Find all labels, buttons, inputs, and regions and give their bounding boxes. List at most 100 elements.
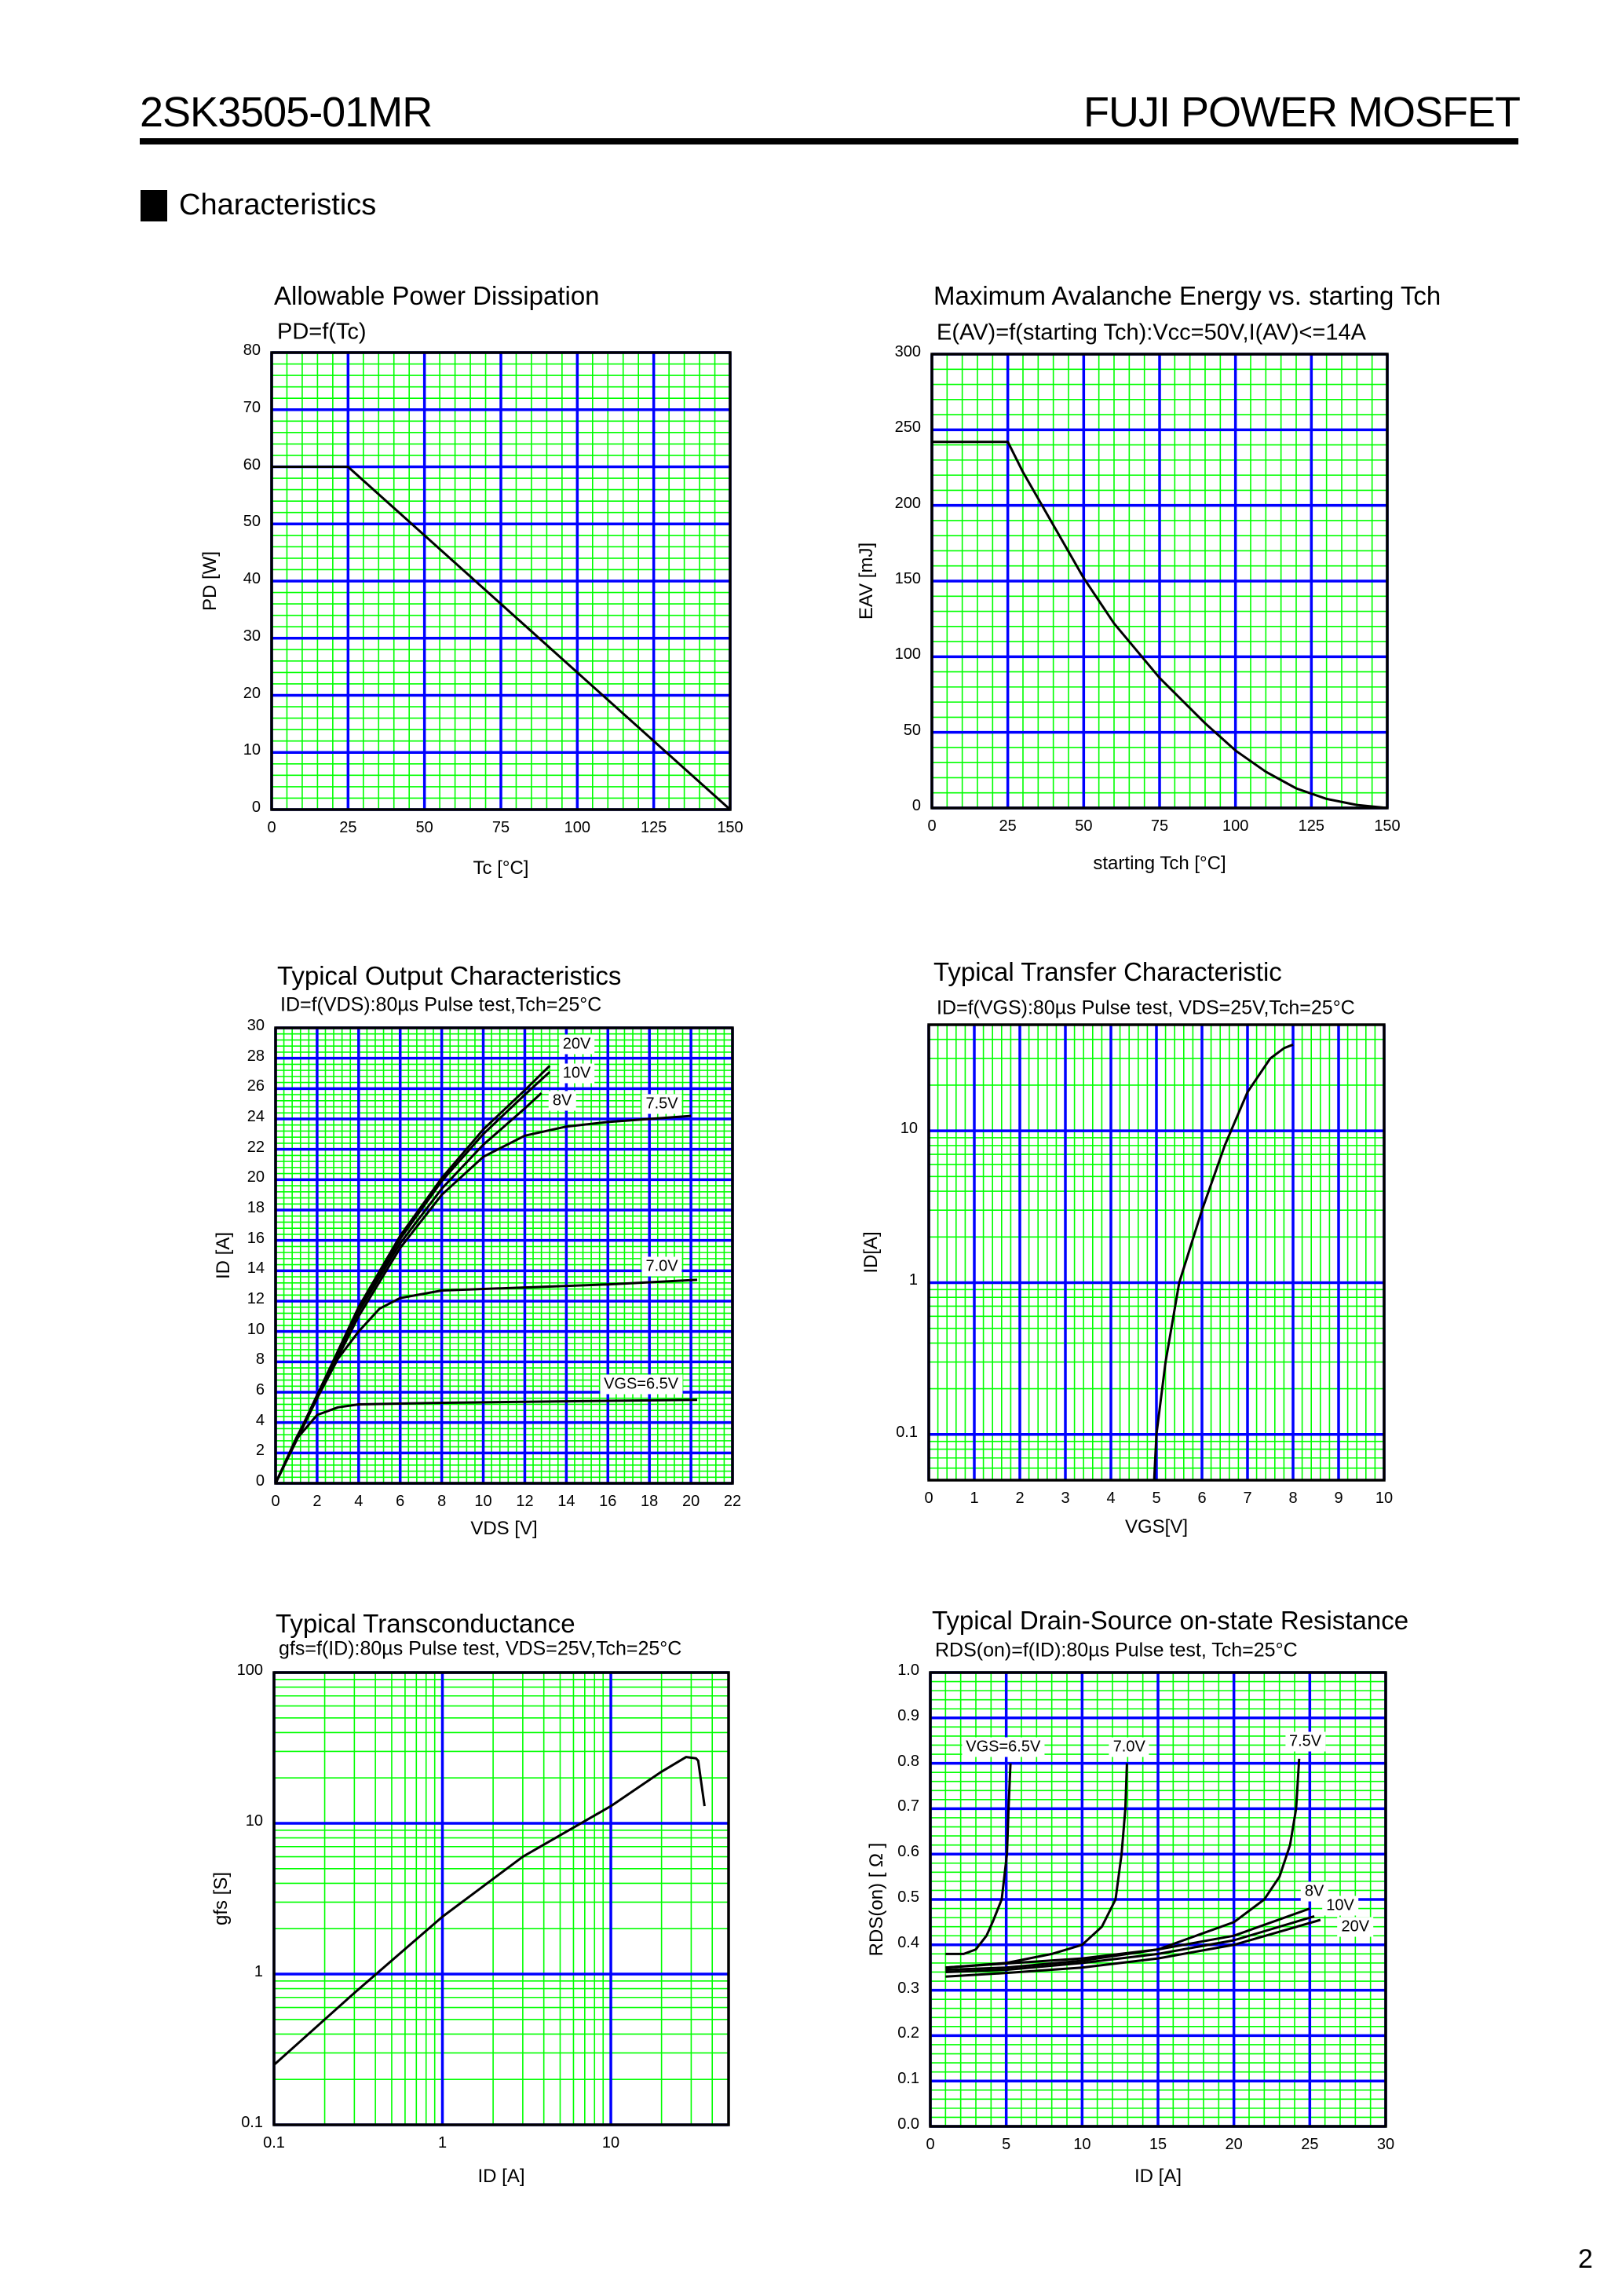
x-tick-label: 50 xyxy=(1075,817,1093,835)
x-tick-label: 0.1 xyxy=(263,2134,285,2152)
x-tick-label: 75 xyxy=(491,819,510,836)
y-tick-label: 0 xyxy=(255,1472,265,1490)
plot-border xyxy=(272,1671,730,2126)
chart-plot-area xyxy=(930,353,1389,810)
chart-subtitle: ID=f(VDS):80µs Pulse test,Tch=25°C xyxy=(280,993,602,1016)
major-grid xyxy=(930,353,1389,810)
x-tick-label: 12 xyxy=(516,1493,534,1510)
y-tick-label: 0.6 xyxy=(897,1843,919,1861)
y-tick-label: 6 xyxy=(255,1381,265,1398)
x-tick-label: 3 xyxy=(1061,1490,1070,1507)
y-tick-label: 60 xyxy=(243,455,261,473)
y-axis-label: PD [W] xyxy=(199,551,221,611)
y-axis-label: ID [A] xyxy=(213,1231,234,1280)
manufacturer-title: FUJI POWER MOSFET xyxy=(1083,89,1521,136)
y-tick-label: 300 xyxy=(894,343,921,360)
x-tick-label: 25 xyxy=(339,819,357,836)
x-tick-label: 2 xyxy=(312,1493,322,1510)
curve-label: 7.5V xyxy=(641,1094,682,1114)
x-tick-label: 20 xyxy=(1225,2136,1243,2153)
y-tick-label: 0.3 xyxy=(897,1979,919,1997)
curve-series-0 xyxy=(945,1763,1012,1955)
curve-series-2 xyxy=(945,1758,1301,1969)
curve-series-0 xyxy=(272,1756,706,2066)
x-axis-label: ID [A] xyxy=(1134,2166,1182,2187)
y-tick-label: 80 xyxy=(243,342,261,359)
x-tick-label: 20 xyxy=(681,1493,700,1510)
y-tick-label: 100 xyxy=(894,645,921,664)
y-tick-label: 18 xyxy=(247,1199,265,1216)
y-axis-label: EAV [mJ] xyxy=(856,542,877,620)
curve-label: 7.0V xyxy=(1109,1737,1149,1757)
curve-series-5 xyxy=(274,1398,698,1484)
x-tick-label: 18 xyxy=(641,1493,659,1510)
x-tick-label: 100 xyxy=(1222,817,1249,835)
x-tick-label: 4 xyxy=(354,1493,363,1510)
y-tick-label: 12 xyxy=(247,1290,265,1307)
chart-plot-area xyxy=(927,1023,1386,1482)
x-tick-label: 6 xyxy=(1197,1490,1207,1507)
y-axis-label: gfs [S] xyxy=(210,1871,232,1926)
y-tick-label: 20 xyxy=(243,684,261,702)
plot-border xyxy=(929,1671,1387,2128)
y-tick-label: 20 xyxy=(247,1168,265,1186)
y-tick-label: 30 xyxy=(247,1017,265,1034)
chart-subtitle: gfs=f(ID):80µs Pulse test, VDS=25V,Tch=2… xyxy=(279,1637,682,1660)
curve-label: 10V xyxy=(1322,1896,1358,1915)
x-tick-label: 2 xyxy=(1015,1490,1025,1507)
y-tick-label: 4 xyxy=(255,1411,265,1429)
y-tick-label: 0.1 xyxy=(897,2070,919,2088)
x-tick-label: 125 xyxy=(1298,817,1325,835)
x-tick-label: 0 xyxy=(927,817,937,835)
x-tick-label: 15 xyxy=(1149,2136,1167,2153)
curve-label: 7.5V xyxy=(1284,1731,1326,1752)
y-tick-label: 100 xyxy=(236,1662,263,1679)
x-tick-label: 100 xyxy=(564,819,591,836)
y-tick-label: 2 xyxy=(255,1442,265,1460)
curve-series-4 xyxy=(945,1914,1315,1973)
chart-title: Allowable Power Dissipation xyxy=(274,281,600,310)
x-tick-label: 16 xyxy=(599,1493,617,1510)
curve-label: VGS=6.5V xyxy=(600,1374,683,1395)
y-tick-label: 250 xyxy=(894,419,921,437)
y-tick-label: 70 xyxy=(243,398,261,416)
y-tick-label: 0.9 xyxy=(897,1706,919,1724)
plot-border xyxy=(930,353,1389,810)
y-tick-label: 150 xyxy=(894,570,921,587)
chart-plot-area xyxy=(270,351,732,811)
curve-label: VGS=6.5V xyxy=(962,1737,1045,1757)
y-tick-label: 0.1 xyxy=(241,2114,263,2131)
x-tick-label: 150 xyxy=(717,819,743,836)
curve-label: 7.0V xyxy=(641,1256,682,1277)
x-tick-label: 10 xyxy=(601,2134,620,2152)
section-bullet-icon xyxy=(141,190,167,221)
y-tick-label: 8 xyxy=(255,1351,265,1369)
header-divider xyxy=(140,138,1518,144)
x-tick-label: 10 xyxy=(1375,1490,1394,1507)
y-tick-label: 1 xyxy=(908,1271,918,1289)
curve-series-3 xyxy=(274,1114,692,1484)
y-tick-label: 22 xyxy=(247,1138,265,1156)
x-axis-label: ID [A] xyxy=(477,2166,525,2187)
minor-grid xyxy=(274,1673,729,2125)
y-axis-label: RDS(on) [ Ω ] xyxy=(866,1842,887,1957)
chart-plot-area xyxy=(272,1671,730,2126)
y-tick-label: 28 xyxy=(247,1047,265,1065)
x-tick-label: 75 xyxy=(1150,817,1169,835)
major-grid xyxy=(927,1025,1386,1480)
part-number: 2SK3505-01MR xyxy=(140,89,433,136)
plot-border xyxy=(274,1026,734,1485)
section-title: Characteristics xyxy=(179,188,377,221)
y-tick-label: 0.8 xyxy=(897,1752,919,1770)
x-tick-label: 0 xyxy=(267,819,276,836)
chart-title: Typical Transconductance xyxy=(276,1609,575,1638)
curve-label: 20V xyxy=(1337,1917,1374,1937)
x-tick-label: 8 xyxy=(437,1493,447,1510)
y-tick-label: 0.0 xyxy=(897,2115,919,2133)
y-tick-label: 10 xyxy=(247,1320,265,1338)
y-tick-label: 200 xyxy=(894,494,921,512)
y-tick-label: 14 xyxy=(247,1260,265,1278)
curve-series-0 xyxy=(1153,1043,1294,1481)
x-tick-label: 0 xyxy=(924,1490,933,1507)
x-tick-label: 7 xyxy=(1243,1490,1252,1507)
